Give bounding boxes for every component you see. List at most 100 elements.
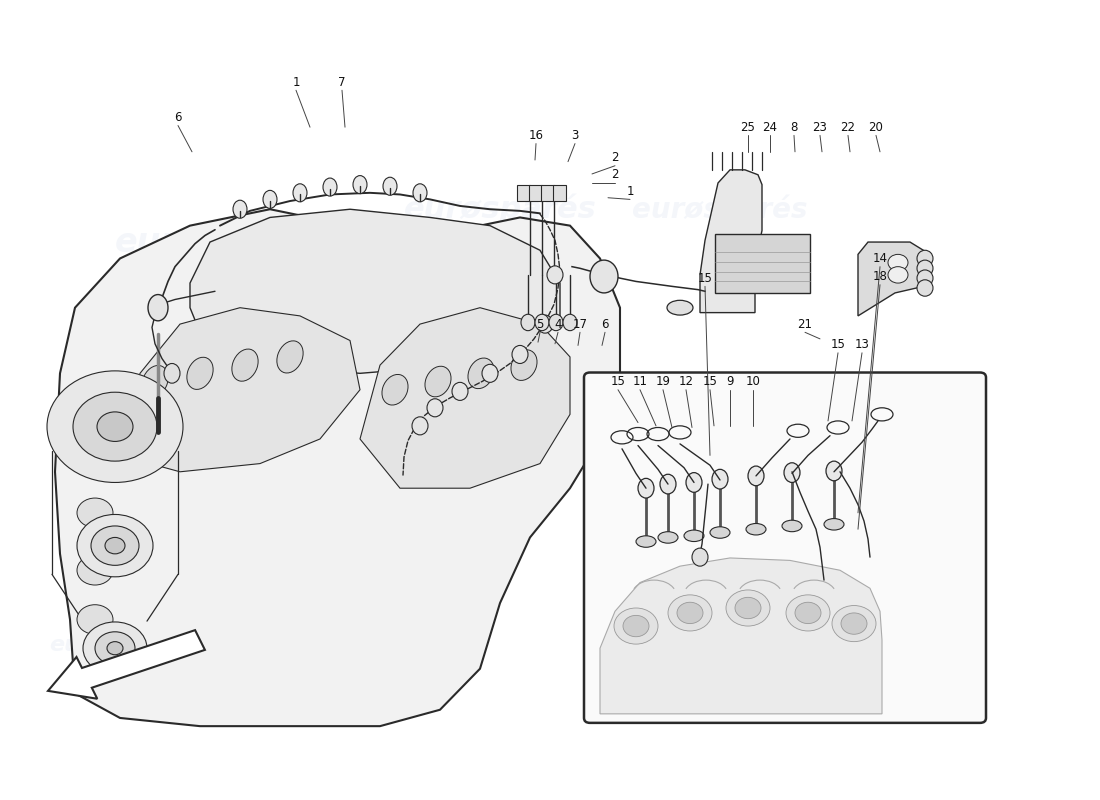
Text: 1: 1 [293, 75, 299, 89]
FancyArrow shape [48, 630, 205, 698]
Ellipse shape [535, 314, 549, 330]
Ellipse shape [537, 315, 553, 333]
Circle shape [77, 514, 153, 577]
Ellipse shape [917, 250, 933, 266]
Circle shape [623, 615, 649, 637]
Ellipse shape [452, 382, 468, 401]
Text: 15: 15 [703, 375, 717, 388]
Ellipse shape [323, 178, 337, 196]
Text: 2: 2 [612, 168, 618, 182]
Text: eurøsparés: eurøsparés [660, 551, 801, 573]
Text: 19: 19 [656, 375, 671, 388]
Ellipse shape [412, 417, 428, 435]
Circle shape [888, 254, 907, 270]
Ellipse shape [468, 358, 494, 389]
Ellipse shape [684, 530, 704, 542]
Ellipse shape [824, 518, 844, 530]
Text: 8: 8 [790, 121, 798, 134]
Circle shape [614, 608, 658, 644]
Ellipse shape [547, 266, 563, 284]
Circle shape [795, 602, 821, 623]
Ellipse shape [917, 280, 933, 296]
Circle shape [888, 266, 907, 283]
Text: 2: 2 [612, 151, 618, 164]
Ellipse shape [148, 294, 168, 321]
Ellipse shape [636, 536, 656, 547]
Ellipse shape [712, 470, 728, 489]
Circle shape [104, 538, 125, 554]
Ellipse shape [710, 526, 730, 538]
Polygon shape [55, 210, 620, 726]
Text: 15: 15 [697, 272, 713, 285]
Circle shape [107, 642, 123, 654]
Text: eurøsparés: eurøsparés [632, 194, 807, 224]
Circle shape [77, 555, 113, 585]
Circle shape [82, 622, 147, 674]
Ellipse shape [427, 398, 443, 417]
Ellipse shape [692, 548, 708, 566]
Text: 5: 5 [537, 318, 543, 330]
Ellipse shape [748, 466, 764, 486]
Ellipse shape [383, 178, 397, 195]
Ellipse shape [784, 462, 800, 482]
Polygon shape [190, 210, 560, 374]
Ellipse shape [512, 346, 528, 363]
Polygon shape [360, 308, 570, 488]
Bar [541, 185, 554, 201]
Text: 23: 23 [813, 121, 827, 134]
Circle shape [832, 606, 876, 642]
Circle shape [735, 598, 761, 618]
Ellipse shape [549, 314, 563, 330]
Circle shape [786, 595, 830, 631]
Text: 9: 9 [726, 375, 734, 388]
Ellipse shape [782, 520, 802, 532]
Bar [529, 185, 542, 201]
FancyBboxPatch shape [584, 373, 986, 723]
Bar [715, 234, 810, 293]
Bar [517, 185, 530, 201]
Polygon shape [858, 242, 932, 316]
Ellipse shape [142, 366, 168, 398]
Text: 16: 16 [528, 129, 543, 142]
Text: 14: 14 [872, 252, 888, 265]
Ellipse shape [917, 270, 933, 286]
Ellipse shape [686, 473, 702, 492]
Text: 12: 12 [679, 375, 693, 388]
Ellipse shape [590, 260, 618, 293]
Text: 18: 18 [872, 270, 888, 283]
Ellipse shape [233, 200, 248, 218]
Text: 15: 15 [610, 375, 626, 388]
Circle shape [97, 412, 133, 442]
Ellipse shape [293, 184, 307, 202]
Circle shape [73, 392, 157, 461]
Text: 15: 15 [830, 338, 846, 351]
Text: 13: 13 [855, 338, 869, 351]
Text: 6: 6 [174, 111, 182, 124]
Text: 21: 21 [798, 318, 813, 330]
Circle shape [726, 590, 770, 626]
Ellipse shape [660, 474, 676, 494]
Circle shape [91, 526, 139, 566]
Text: eurøsparés: eurøsparés [50, 634, 190, 655]
Ellipse shape [746, 523, 766, 535]
Polygon shape [600, 558, 882, 714]
Ellipse shape [917, 260, 933, 277]
Ellipse shape [353, 175, 367, 194]
Ellipse shape [563, 314, 578, 330]
Text: 11: 11 [632, 375, 648, 388]
Text: 6: 6 [602, 318, 608, 330]
Ellipse shape [164, 363, 180, 383]
Text: 1: 1 [626, 185, 634, 198]
Text: eurøsparés: eurøsparés [404, 194, 596, 225]
Text: 7: 7 [339, 75, 345, 89]
Circle shape [842, 613, 867, 634]
Text: 24: 24 [762, 121, 778, 134]
Text: 10: 10 [746, 375, 760, 388]
Ellipse shape [263, 190, 277, 209]
Ellipse shape [826, 461, 842, 481]
Polygon shape [700, 170, 762, 313]
Text: 17: 17 [572, 318, 587, 330]
Ellipse shape [512, 350, 537, 381]
Ellipse shape [277, 341, 304, 373]
Text: 3: 3 [571, 129, 579, 142]
